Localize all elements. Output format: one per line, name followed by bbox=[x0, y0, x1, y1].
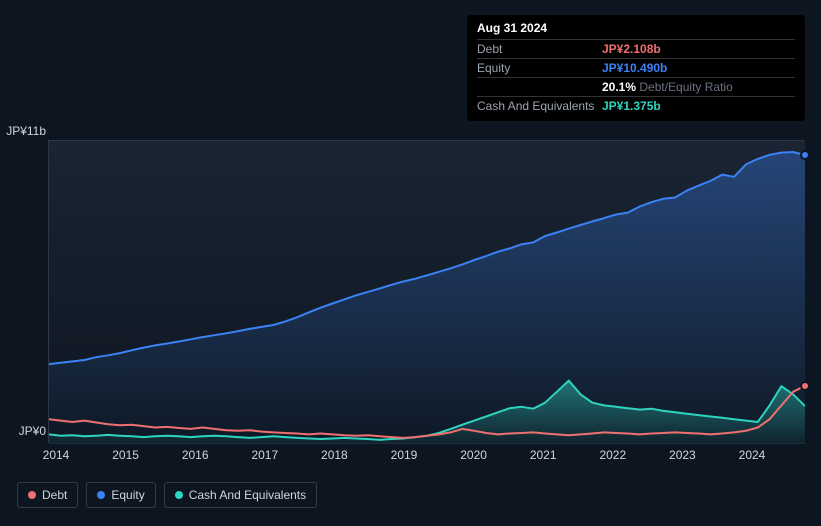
x-axis-tick: 2017 bbox=[251, 448, 278, 462]
legend-item-debt[interactable]: Debt bbox=[17, 482, 78, 508]
legend-label: Cash And Equivalents bbox=[189, 488, 306, 502]
chart-tooltip: Aug 31 2024 DebtJP¥2.108bEquityJP¥10.490… bbox=[467, 15, 805, 121]
tooltip-row-label: Debt bbox=[477, 42, 602, 56]
x-axis-tick: 2016 bbox=[182, 448, 209, 462]
tooltip-date: Aug 31 2024 bbox=[477, 21, 795, 39]
x-axis-tick: 2024 bbox=[739, 448, 766, 462]
chart-plot-area[interactable] bbox=[48, 140, 804, 443]
y-axis-label-top: JP¥11b bbox=[0, 124, 46, 138]
legend-item-equity[interactable]: Equity bbox=[86, 482, 155, 508]
tooltip-row-value: JP¥1.375b bbox=[602, 99, 661, 113]
legend-dot-icon bbox=[28, 491, 36, 499]
x-axis-tick: 2019 bbox=[391, 448, 418, 462]
legend-item-cash-and-equivalents[interactable]: Cash And Equivalents bbox=[164, 482, 317, 508]
x-axis: 2014201520162017201820192020202120222023… bbox=[48, 448, 804, 468]
x-axis-tick: 2022 bbox=[599, 448, 626, 462]
x-axis-tick: 2020 bbox=[460, 448, 487, 462]
tooltip-row-value: JP¥2.108b bbox=[602, 42, 661, 56]
y-axis-label-bottom: JP¥0 bbox=[0, 424, 46, 438]
tooltip-row-value: JP¥10.490b bbox=[602, 61, 667, 75]
x-axis-tick: 2014 bbox=[43, 448, 70, 462]
end-marker-equity bbox=[800, 150, 810, 160]
legend-label: Debt bbox=[42, 488, 67, 502]
x-axis-tick: 2021 bbox=[530, 448, 557, 462]
legend-label: Equity bbox=[111, 488, 144, 502]
legend-dot-icon bbox=[97, 491, 105, 499]
x-axis-tick: 2015 bbox=[112, 448, 139, 462]
x-axis-tick: 2023 bbox=[669, 448, 696, 462]
chart-svg bbox=[49, 141, 805, 444]
tooltip-row: EquityJP¥10.490b bbox=[477, 58, 795, 77]
tooltip-row-label: Equity bbox=[477, 61, 602, 75]
legend: Debt Equity Cash And Equivalents bbox=[17, 482, 317, 508]
x-axis-tick: 2018 bbox=[321, 448, 348, 462]
tooltip-row-label bbox=[477, 80, 602, 94]
legend-dot-icon bbox=[175, 491, 183, 499]
tooltip-row-label: Cash And Equivalents bbox=[477, 99, 602, 113]
end-marker-debt bbox=[800, 381, 810, 391]
tooltip-row: DebtJP¥2.108b bbox=[477, 39, 795, 58]
tooltip-row: 20.1% Debt/Equity Ratio bbox=[477, 77, 795, 96]
tooltip-row: Cash And EquivalentsJP¥1.375b bbox=[477, 96, 795, 115]
tooltip-row-value: 20.1% Debt/Equity Ratio bbox=[602, 80, 733, 94]
